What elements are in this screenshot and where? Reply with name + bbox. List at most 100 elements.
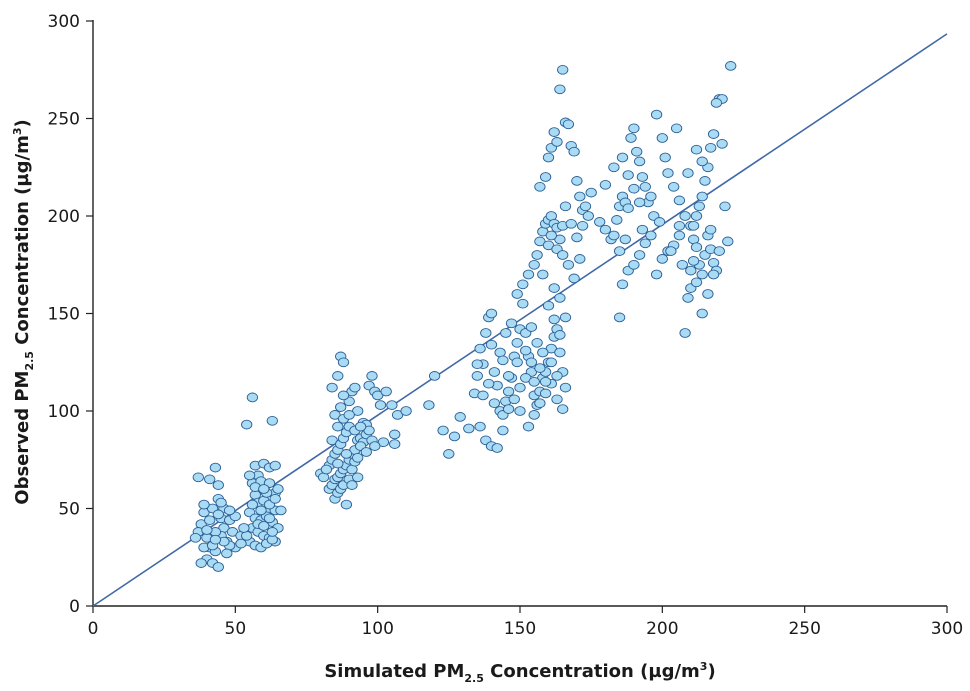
data-point xyxy=(485,339,498,350)
data-point xyxy=(625,133,637,143)
data-point xyxy=(682,168,694,178)
data-point xyxy=(349,382,361,393)
data-point xyxy=(480,328,492,338)
data-point xyxy=(659,152,671,163)
data-point xyxy=(696,308,708,319)
data-point xyxy=(722,236,734,247)
data-point xyxy=(582,211,594,221)
data-point xyxy=(258,484,270,494)
data-point xyxy=(542,152,555,163)
data-point xyxy=(258,521,270,531)
data-point xyxy=(636,224,649,235)
data-point xyxy=(613,312,626,323)
data-point xyxy=(696,156,708,167)
data-point xyxy=(650,269,663,280)
data-point xyxy=(198,499,210,510)
x-tick-label: 300 xyxy=(931,619,963,639)
data-point xyxy=(656,254,668,264)
data-point xyxy=(707,269,720,280)
y-tick-label: 100 xyxy=(48,402,80,422)
data-point xyxy=(423,400,435,410)
data-point xyxy=(463,423,475,434)
data-point xyxy=(488,367,501,377)
data-point xyxy=(263,513,276,524)
data-point xyxy=(192,472,204,483)
data-point xyxy=(690,144,703,155)
data-point xyxy=(477,390,489,401)
data-point xyxy=(682,293,694,303)
y-tick-label: 300 xyxy=(48,12,80,32)
data-point xyxy=(713,246,725,256)
data-point xyxy=(696,269,708,280)
y-tick-label: 0 xyxy=(69,597,80,617)
data-point xyxy=(386,400,398,410)
data-point xyxy=(332,458,344,469)
data-point xyxy=(471,359,483,370)
data-point xyxy=(653,217,666,227)
data-point xyxy=(243,470,256,481)
data-point xyxy=(622,203,634,214)
data-point xyxy=(212,562,224,572)
data-point xyxy=(508,394,520,405)
data-point xyxy=(272,484,284,494)
data-point xyxy=(522,421,535,432)
data-point xyxy=(255,505,267,516)
data-point xyxy=(574,254,586,264)
data-point xyxy=(335,402,347,412)
data-point xyxy=(531,337,543,348)
data-point xyxy=(699,176,711,186)
data-point xyxy=(673,195,686,206)
data-point xyxy=(474,343,486,354)
data-point xyxy=(554,293,566,303)
data-point xyxy=(520,345,532,356)
data-point xyxy=(619,234,631,245)
x-ticks: 0 50 100 150 200 250 300 xyxy=(88,606,963,639)
data-point xyxy=(326,382,338,393)
data-point xyxy=(594,217,606,227)
data-point xyxy=(266,527,278,537)
data-point xyxy=(360,447,372,457)
data-point xyxy=(238,523,250,533)
data-point xyxy=(562,119,575,130)
data-point xyxy=(690,211,703,221)
data-point xyxy=(707,129,720,139)
data-point xyxy=(719,201,731,212)
data-point xyxy=(665,246,677,256)
data-point xyxy=(633,197,646,208)
data-point xyxy=(352,452,364,463)
data-point xyxy=(366,371,378,381)
data-point xyxy=(548,283,560,293)
data-point xyxy=(502,386,515,397)
data-point xyxy=(571,232,583,243)
data-point xyxy=(525,322,538,332)
data-point xyxy=(346,480,358,490)
data-point xyxy=(377,437,390,448)
data-point xyxy=(215,497,227,508)
y-axis-title: Observed PM2.5 Concentration (µg/m3) xyxy=(11,119,36,504)
data-point xyxy=(195,558,207,568)
data-point xyxy=(511,337,523,348)
data-point xyxy=(514,406,526,416)
data-point xyxy=(559,312,572,323)
data-point xyxy=(551,371,563,381)
data-point xyxy=(702,289,714,299)
data-point xyxy=(668,181,680,192)
data-point xyxy=(559,201,572,212)
data-point xyxy=(491,443,503,453)
data-point xyxy=(539,172,552,182)
data-point xyxy=(500,328,512,338)
x-tick-label: 150 xyxy=(504,619,536,639)
data-point xyxy=(705,224,717,235)
data-point xyxy=(189,532,202,543)
data-point xyxy=(201,525,213,535)
data-point xyxy=(539,376,552,387)
data-point xyxy=(522,269,535,280)
x-tick-label: 250 xyxy=(788,619,820,639)
data-point xyxy=(693,201,705,212)
data-point xyxy=(545,230,557,241)
data-point xyxy=(554,330,566,340)
data-point xyxy=(266,415,278,426)
data-point xyxy=(454,412,466,422)
data-point xyxy=(662,168,674,178)
